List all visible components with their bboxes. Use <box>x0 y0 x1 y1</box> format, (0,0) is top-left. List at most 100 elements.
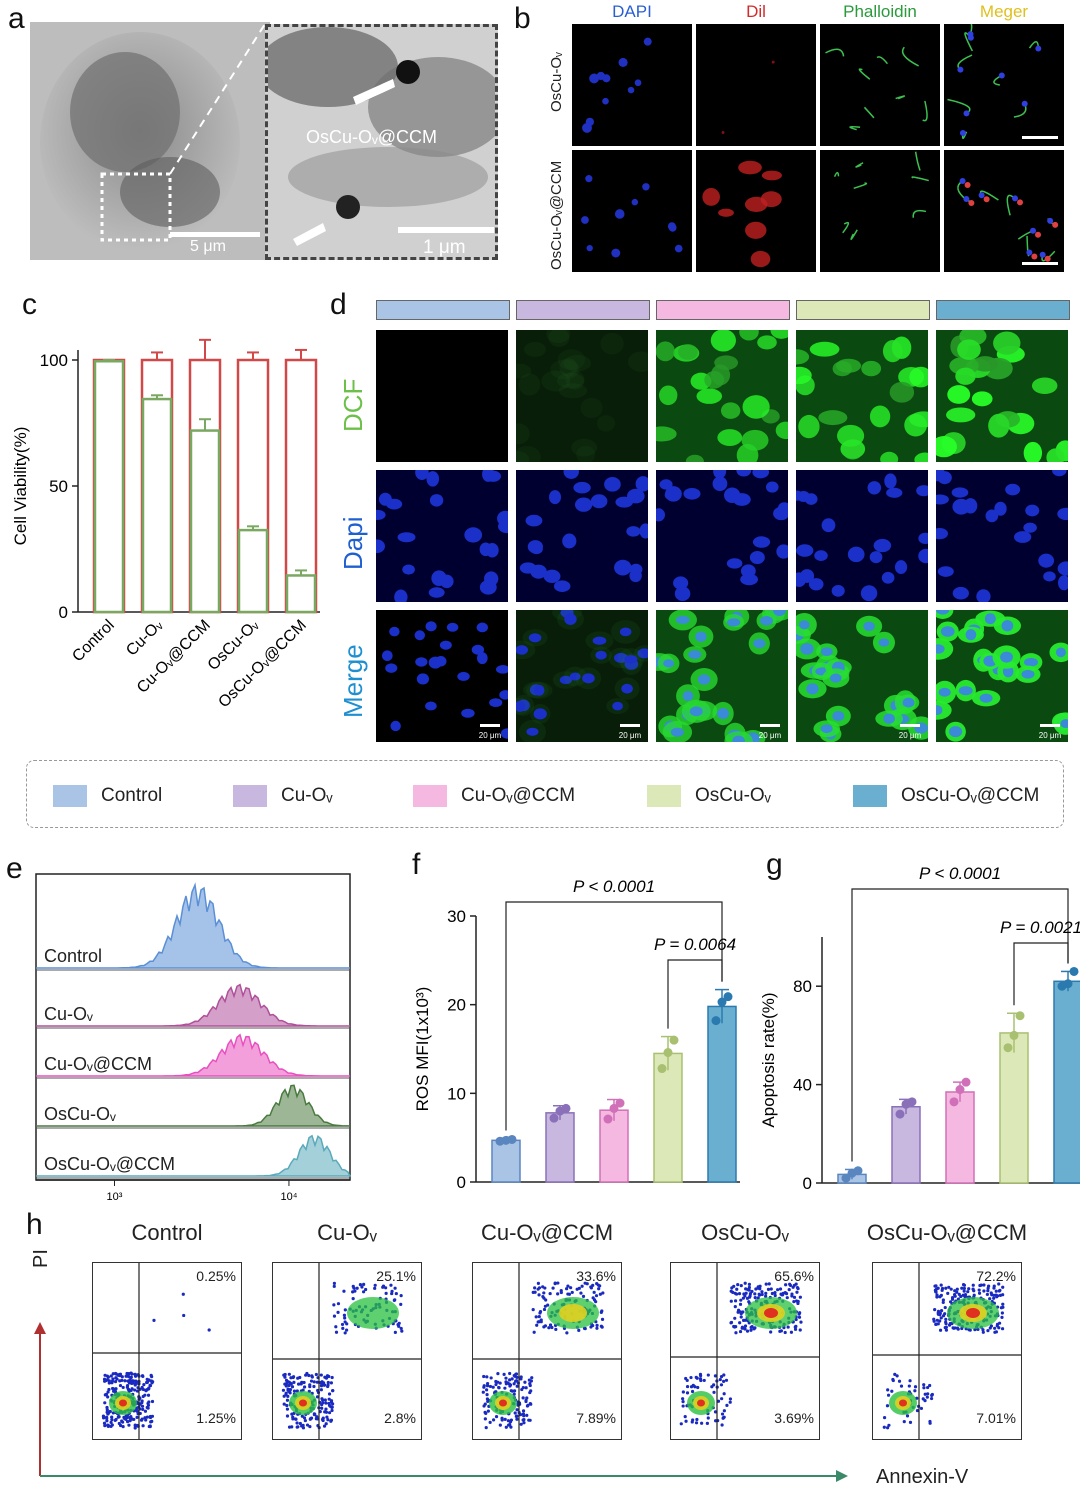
membrane-blob <box>745 221 767 239</box>
y-axis-label-pi: PI <box>30 1249 52 1268</box>
event-dot <box>722 1392 726 1396</box>
event-dot <box>506 1419 511 1423</box>
density-core <box>299 1399 307 1407</box>
merge-nucleus <box>940 626 955 637</box>
scale-label: 20 μm <box>1039 731 1062 740</box>
event-dot <box>793 1327 798 1331</box>
merge-nucleus <box>957 66 964 73</box>
event-dot <box>319 1388 323 1392</box>
tile-svg <box>825 46 928 131</box>
dcf-cell <box>717 429 743 447</box>
bar <box>1053 980 1080 1184</box>
event-dot <box>559 1290 563 1295</box>
dcf-cell <box>971 391 993 407</box>
event-dot <box>778 1329 782 1333</box>
merge-nucleus <box>998 72 1005 79</box>
event-dot <box>488 1384 493 1389</box>
confocal-tile-b <box>572 150 692 272</box>
dapi-nucleus <box>394 589 408 602</box>
dapi-nucleus <box>963 498 978 514</box>
merge-nucleus <box>516 645 528 655</box>
histogram-2 <box>36 1033 350 1077</box>
confocal-tile-d: 20 μm <box>376 610 508 742</box>
actin-filament <box>863 106 875 119</box>
green-bg <box>516 330 648 462</box>
dcf-cell <box>914 452 928 462</box>
event-dot <box>925 1395 929 1399</box>
event-dot <box>583 1281 587 1285</box>
event-dot <box>327 1411 332 1415</box>
event-dot <box>949 1287 953 1291</box>
dapi-nucleus <box>397 532 416 543</box>
dcf-cell <box>770 330 788 339</box>
membrane-blob <box>750 250 771 268</box>
event-dot <box>977 1291 982 1295</box>
event-dot <box>308 1424 312 1429</box>
event-dot <box>498 1381 502 1385</box>
actin-filament <box>876 56 889 65</box>
event-dot <box>135 1389 140 1393</box>
inset-label: OsCu-Oᵥ@CCM <box>306 127 438 147</box>
event-dot <box>684 1419 688 1423</box>
event-dot <box>106 1375 110 1379</box>
col-header-dil: Dil <box>746 2 766 21</box>
event-dot <box>141 1424 145 1428</box>
confocal-tile-d <box>656 330 788 462</box>
event-dot <box>788 1282 792 1286</box>
event-dot <box>309 1379 314 1383</box>
event-dot <box>312 1384 316 1389</box>
event-dot <box>913 1389 917 1393</box>
legend-item-cuov-ccm: Cu-Oᵥ@CCM <box>413 783 575 809</box>
event-dot <box>113 1379 118 1384</box>
scale-bar <box>480 724 500 727</box>
dapi-nucleus <box>604 476 621 492</box>
event-dot <box>890 1389 894 1393</box>
p-value-label: P = 0.0021 <box>1000 918 1080 937</box>
event-dot <box>520 1387 524 1392</box>
event-dot <box>741 1296 745 1300</box>
event-dot <box>118 1383 123 1388</box>
event-dot <box>794 1299 799 1303</box>
event-dot <box>109 1424 113 1428</box>
event-dot <box>318 1380 323 1385</box>
event-dot <box>292 1380 296 1384</box>
dcf-cell <box>842 443 863 460</box>
event-dot <box>538 1310 543 1314</box>
event-dot <box>798 1311 802 1315</box>
event-dot <box>767 1282 771 1286</box>
event-dot <box>141 1374 145 1379</box>
event-dot <box>507 1382 512 1386</box>
event-dot <box>757 1292 761 1296</box>
y-tick-label: 0 <box>803 1174 812 1193</box>
legend-swatch <box>233 785 267 807</box>
y-tick-label: 40 <box>793 1076 812 1095</box>
event-dot <box>394 1291 398 1296</box>
event-dot <box>281 1388 286 1392</box>
event-dot <box>113 1388 117 1392</box>
merge-nucleus <box>614 652 628 663</box>
event-dot <box>685 1384 690 1389</box>
event-dot <box>528 1390 532 1395</box>
event-dot <box>103 1379 107 1383</box>
dapi-nucleus <box>1057 561 1068 576</box>
event-dot <box>891 1377 895 1382</box>
event-dot <box>548 1291 552 1296</box>
event-dot <box>139 1418 144 1422</box>
event-dot <box>722 1409 726 1413</box>
event-dot <box>952 1292 957 1297</box>
event-dot <box>679 1422 683 1426</box>
event-dot <box>105 1410 109 1414</box>
event-dot <box>147 1424 151 1429</box>
actin-filament <box>922 100 928 122</box>
panel-label-a: a <box>8 2 25 35</box>
event-dot <box>684 1376 688 1381</box>
event-dot <box>334 1325 338 1329</box>
event-dot <box>681 1400 685 1404</box>
panel-label-b: b <box>514 2 531 35</box>
event-dot <box>738 1321 742 1325</box>
event-dot <box>302 1380 306 1385</box>
event-dot <box>994 1289 998 1293</box>
event-dot <box>343 1316 347 1320</box>
bar-viable <box>141 397 173 614</box>
event-dot <box>729 1321 733 1325</box>
